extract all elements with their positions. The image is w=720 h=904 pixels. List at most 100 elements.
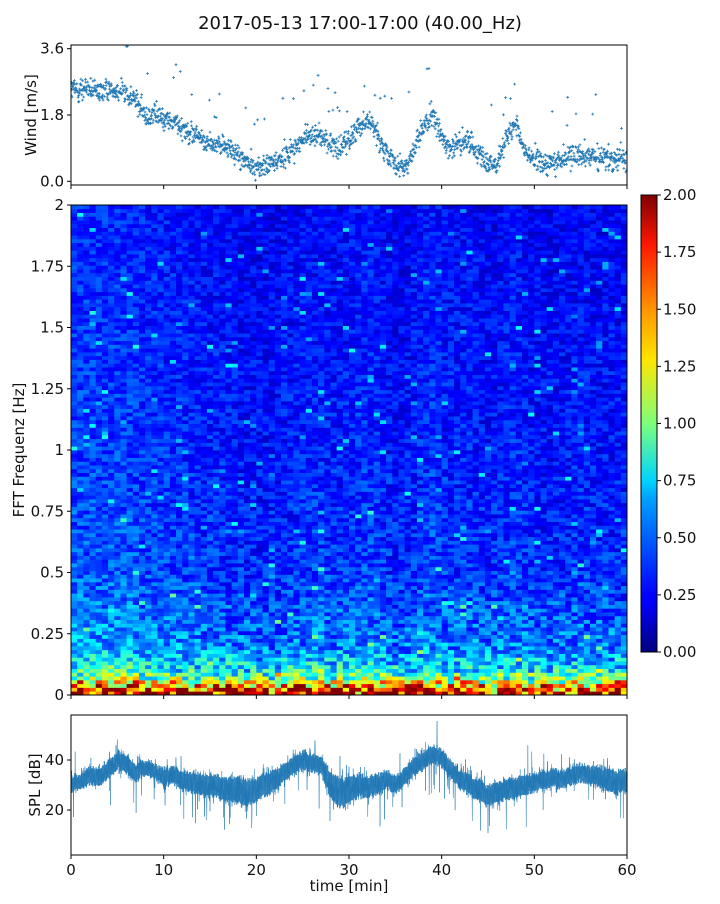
spectrogram-cell [176, 646, 183, 650]
spectrogram-cell [578, 574, 585, 578]
spectrogram-cell [392, 544, 399, 548]
spectrogram-cell [157, 646, 164, 650]
spectrogram-cell [83, 597, 90, 601]
spectrogram-cell [127, 522, 134, 526]
spectrogram-cell [108, 646, 115, 650]
spectrogram-cell [417, 548, 424, 552]
spectrogram-cell [201, 687, 208, 691]
spectrogram-cell [584, 638, 591, 642]
spectrogram-cell [380, 635, 387, 639]
spectrogram-cell [596, 650, 603, 654]
spectrogram-cell [207, 514, 214, 518]
spectrogram-cell [102, 510, 109, 514]
spectrogram-cell [90, 631, 97, 635]
spectrogram-cell [571, 597, 578, 601]
spectrogram-cell [448, 612, 455, 616]
spectrogram-cell [473, 510, 480, 514]
spectrogram-cell [281, 665, 288, 669]
spectrogram-cell [330, 605, 337, 609]
spectrogram-cell [392, 601, 399, 605]
spectrogram-cell [411, 605, 418, 609]
spectrogram-cell [398, 650, 405, 654]
spectrogram-cell [497, 522, 504, 526]
spectrogram-cell [318, 544, 325, 548]
spectrogram-cell [491, 495, 498, 499]
spectrogram-cell [71, 488, 78, 492]
spectrogram-cell [170, 627, 177, 631]
spectrogram-cell [164, 503, 171, 507]
spectrogram-cell [491, 593, 498, 597]
spectrogram-cell [571, 518, 578, 522]
spectrogram-cell [417, 574, 424, 578]
spectrogram-cell [417, 601, 424, 605]
spectrogram-cell [584, 593, 591, 597]
spectrogram-cell [497, 514, 504, 518]
spectrogram-cell [466, 597, 473, 601]
spectrogram-cell [578, 544, 585, 548]
spectrogram-cell [256, 540, 263, 544]
spectrogram-cell [225, 488, 232, 492]
spectrogram-cell [466, 593, 473, 597]
spectrogram-cell [244, 544, 251, 548]
spectrogram-cell [578, 540, 585, 544]
spectrogram-cell [170, 495, 177, 499]
spectrogram-cell [448, 605, 455, 609]
spectrogram-cell [466, 582, 473, 586]
spectrogram-cell [435, 627, 442, 631]
spectrogram-cell [201, 522, 208, 526]
spectrogram-cell [368, 552, 375, 556]
spectrogram-cell [602, 687, 609, 691]
spectrogram-cell [448, 503, 455, 507]
spectrogram-cell [275, 491, 282, 495]
spectrogram-cell [473, 642, 480, 646]
spectrogram-cell [361, 631, 368, 635]
spectrogram-cell [238, 680, 245, 684]
spectrogram-cell [170, 669, 177, 673]
spectrogram-cell [510, 507, 517, 511]
spectrogram-cell [510, 574, 517, 578]
spectrogram-cell [479, 661, 486, 665]
spectrogram-cell [114, 589, 121, 593]
spectrogram-cell [275, 620, 282, 624]
spectrogram-cell [182, 646, 189, 650]
spectrogram-cell [256, 507, 263, 511]
spectrogram-cell [71, 548, 78, 552]
spectrogram-cell [578, 582, 585, 586]
spectrogram-cell [417, 563, 424, 567]
spectrogram-cell [145, 669, 152, 673]
spectrogram-cell [553, 503, 560, 507]
spectrogram-cell [584, 525, 591, 529]
spectrogram-cell [473, 499, 480, 503]
spectrogram-cell [250, 522, 257, 526]
spectrogram-cell [596, 589, 603, 593]
spectrogram-cell [114, 687, 121, 691]
spectrogram-cell [71, 665, 78, 669]
spectrogram-cell [293, 488, 300, 492]
spectrogram-cell [201, 571, 208, 575]
spectrogram-cell [460, 525, 467, 529]
spectrogram-cell [133, 657, 140, 661]
spectrogram-cell [263, 556, 270, 560]
spectrogram-cell [429, 563, 436, 567]
spectrogram-cell [565, 499, 572, 503]
spectrogram-cell [485, 540, 492, 544]
spectrogram-cell [151, 638, 158, 642]
spectrogram-cell [615, 525, 622, 529]
spectrogram-cell [497, 684, 504, 688]
spectrogram-cell [306, 503, 313, 507]
spectrogram-cell [139, 635, 146, 639]
spectrogram-cell [281, 537, 288, 541]
spectrogram-cell [386, 657, 393, 661]
spectrogram-cell [473, 533, 480, 537]
spectrogram-cell [157, 669, 164, 673]
spectrogram-cell [164, 563, 171, 567]
spectrogram-cell [127, 491, 134, 495]
spectrogram-cell [337, 669, 344, 673]
spectrogram-cell [324, 672, 331, 676]
spectrogram-cell [528, 676, 535, 680]
spectrogram-cell [151, 556, 158, 560]
spectrogram-cell [182, 669, 189, 673]
spectrogram-cell [188, 605, 195, 609]
spectrogram-cell [541, 605, 548, 609]
spectrogram-cell [608, 522, 615, 526]
